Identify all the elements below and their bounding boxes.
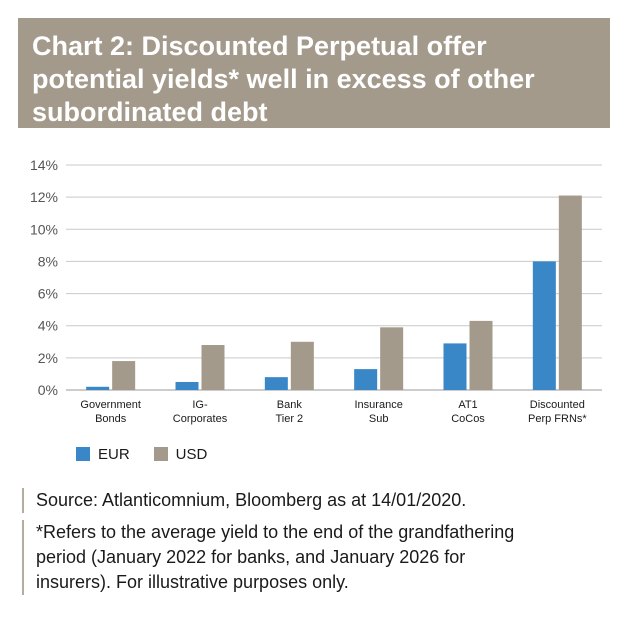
bar-eur xyxy=(532,261,556,390)
y-tick-label: 14% xyxy=(30,157,58,173)
bar-eur xyxy=(443,343,467,390)
x-tick-label: CoCos xyxy=(451,413,485,425)
chart-legend: EUR USD xyxy=(76,443,231,465)
bar-eur xyxy=(354,369,378,390)
x-tick-label: Tier 2 xyxy=(275,413,303,425)
footnote-line-3: insurers). For illustrative purposes onl… xyxy=(36,572,349,592)
y-tick-label: 8% xyxy=(38,253,58,269)
chart-title-line-3: subordinated debt xyxy=(32,97,268,127)
x-tick-label: IG- xyxy=(192,399,208,411)
x-tick-label: Government xyxy=(80,399,141,411)
x-tick-label: AT1 xyxy=(458,399,477,411)
source-note: Source: Atlanticomnium, Bloomberg as at … xyxy=(22,488,606,513)
x-tick-label: Insurance xyxy=(355,399,403,411)
footnote-line-1: *Refers to the average yield to the end … xyxy=(36,522,515,542)
bar-usd xyxy=(469,320,493,390)
legend-item-usd: USD xyxy=(153,445,208,463)
y-tick-label: 10% xyxy=(30,221,58,237)
legend-swatch-eur xyxy=(76,447,90,461)
bar-usd xyxy=(290,341,314,390)
bar-usd xyxy=(380,327,404,390)
chart-title-line-1: Chart 2: Discounted Perpetual offer xyxy=(32,31,487,61)
bar-usd xyxy=(558,195,582,390)
x-tick-label: Discounted xyxy=(530,399,585,411)
bar-eur xyxy=(86,386,110,390)
chart-title-banner: Chart 2: Discounted Perpetual offer pote… xyxy=(18,18,610,128)
y-tick-label: 0% xyxy=(38,382,58,398)
y-tick-label: 12% xyxy=(30,189,58,205)
source-text: Source: Atlanticomnium, Bloomberg as at … xyxy=(36,490,467,510)
x-tick-label: Perp FRNs* xyxy=(528,413,587,425)
bar-eur xyxy=(175,381,199,390)
footnote-line-2: period (January 2022 for banks, and Janu… xyxy=(36,547,466,567)
footnote: *Refers to the average yield to the end … xyxy=(22,520,606,595)
legend-label-usd: USD xyxy=(175,445,208,463)
chart-title-line-2: potential yields* well in excess of othe… xyxy=(32,64,535,94)
legend-swatch-usd xyxy=(153,447,168,461)
x-tick-label: Sub xyxy=(369,413,389,425)
legend-item-eur: EUR xyxy=(76,446,130,463)
bar-usd xyxy=(112,361,136,390)
x-tick-label: Bank xyxy=(277,399,303,411)
y-tick-label: 4% xyxy=(38,318,58,334)
x-tick-label: Bonds xyxy=(95,413,127,425)
bar-eur xyxy=(264,377,288,390)
x-tick-label: Corporates xyxy=(173,413,228,425)
bar-chart: 0% 2% 4% 6% 8% 10% 12% 14% Government Bonds IG- Cor… xyxy=(30,157,602,425)
y-tick-label: 2% xyxy=(38,350,58,366)
legend-label-eur: EUR xyxy=(98,445,130,463)
bar-usd xyxy=(201,345,225,390)
y-tick-label: 6% xyxy=(38,286,58,302)
